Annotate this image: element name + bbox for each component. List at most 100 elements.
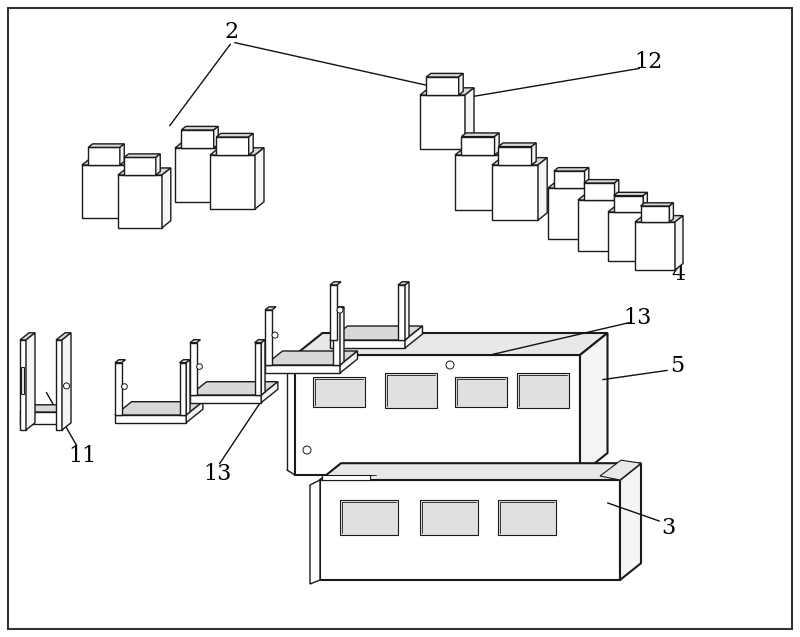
- Polygon shape: [458, 73, 463, 95]
- Polygon shape: [635, 222, 675, 270]
- Polygon shape: [190, 340, 201, 343]
- Polygon shape: [249, 133, 253, 155]
- Polygon shape: [255, 148, 264, 209]
- Polygon shape: [330, 282, 341, 285]
- Polygon shape: [398, 282, 409, 285]
- Circle shape: [122, 383, 127, 389]
- Polygon shape: [333, 310, 340, 365]
- Text: 3: 3: [661, 517, 675, 539]
- Polygon shape: [190, 395, 262, 403]
- Polygon shape: [614, 192, 647, 196]
- Polygon shape: [340, 307, 344, 365]
- Polygon shape: [265, 310, 272, 365]
- Polygon shape: [398, 285, 405, 340]
- Polygon shape: [126, 158, 134, 218]
- Polygon shape: [20, 333, 35, 340]
- Polygon shape: [20, 340, 26, 430]
- Circle shape: [303, 446, 311, 454]
- Polygon shape: [578, 193, 629, 200]
- Polygon shape: [115, 415, 186, 422]
- Polygon shape: [56, 340, 62, 430]
- Polygon shape: [426, 73, 463, 77]
- Polygon shape: [20, 404, 71, 412]
- Polygon shape: [124, 157, 156, 175]
- Text: 5: 5: [670, 355, 684, 377]
- Polygon shape: [186, 360, 190, 415]
- Polygon shape: [465, 88, 474, 149]
- Polygon shape: [156, 154, 160, 175]
- Polygon shape: [385, 373, 437, 408]
- Polygon shape: [462, 136, 494, 155]
- Polygon shape: [585, 168, 589, 188]
- Polygon shape: [608, 212, 649, 261]
- Polygon shape: [62, 333, 71, 430]
- Polygon shape: [175, 148, 220, 202]
- Polygon shape: [56, 333, 71, 340]
- Polygon shape: [214, 126, 218, 148]
- Polygon shape: [608, 206, 658, 212]
- Polygon shape: [538, 157, 547, 220]
- Polygon shape: [82, 165, 126, 218]
- Polygon shape: [600, 460, 641, 480]
- Polygon shape: [216, 137, 249, 155]
- Polygon shape: [320, 463, 641, 480]
- Polygon shape: [578, 200, 621, 251]
- Polygon shape: [88, 144, 124, 147]
- Polygon shape: [310, 480, 320, 584]
- Polygon shape: [641, 203, 674, 206]
- Polygon shape: [88, 147, 120, 165]
- Polygon shape: [584, 180, 619, 183]
- Polygon shape: [462, 133, 499, 136]
- Polygon shape: [21, 367, 24, 394]
- Polygon shape: [115, 360, 126, 362]
- Polygon shape: [420, 500, 478, 535]
- Polygon shape: [614, 180, 619, 200]
- Polygon shape: [614, 196, 643, 212]
- Polygon shape: [405, 282, 409, 340]
- Polygon shape: [620, 463, 641, 580]
- Polygon shape: [330, 285, 337, 340]
- Polygon shape: [492, 157, 547, 165]
- Polygon shape: [210, 148, 264, 155]
- Text: 13: 13: [624, 307, 652, 329]
- Polygon shape: [210, 155, 255, 209]
- Text: 12: 12: [634, 51, 662, 73]
- Polygon shape: [182, 126, 218, 130]
- Polygon shape: [115, 402, 203, 415]
- Polygon shape: [492, 165, 538, 220]
- Circle shape: [63, 383, 70, 389]
- Polygon shape: [262, 382, 278, 403]
- Polygon shape: [118, 175, 162, 228]
- Circle shape: [197, 364, 202, 369]
- Polygon shape: [584, 183, 614, 200]
- Polygon shape: [494, 133, 499, 155]
- Polygon shape: [295, 355, 580, 475]
- Polygon shape: [182, 130, 214, 148]
- Polygon shape: [115, 362, 122, 415]
- Polygon shape: [501, 148, 510, 210]
- Polygon shape: [554, 168, 589, 171]
- Polygon shape: [548, 181, 599, 188]
- Polygon shape: [26, 333, 35, 430]
- Polygon shape: [179, 360, 190, 362]
- Polygon shape: [675, 215, 683, 270]
- Polygon shape: [498, 147, 531, 165]
- Polygon shape: [498, 500, 556, 535]
- Polygon shape: [580, 333, 607, 475]
- Polygon shape: [498, 143, 536, 147]
- Polygon shape: [643, 192, 647, 212]
- Polygon shape: [220, 141, 229, 202]
- Polygon shape: [118, 168, 171, 175]
- Polygon shape: [186, 402, 203, 422]
- Polygon shape: [313, 377, 365, 407]
- Text: 2: 2: [225, 21, 239, 43]
- Polygon shape: [216, 133, 253, 137]
- Polygon shape: [330, 340, 405, 348]
- Polygon shape: [20, 412, 62, 424]
- Polygon shape: [517, 373, 569, 408]
- Polygon shape: [179, 362, 186, 415]
- Polygon shape: [162, 168, 171, 228]
- Polygon shape: [635, 215, 683, 222]
- Polygon shape: [420, 95, 465, 149]
- Polygon shape: [641, 206, 670, 222]
